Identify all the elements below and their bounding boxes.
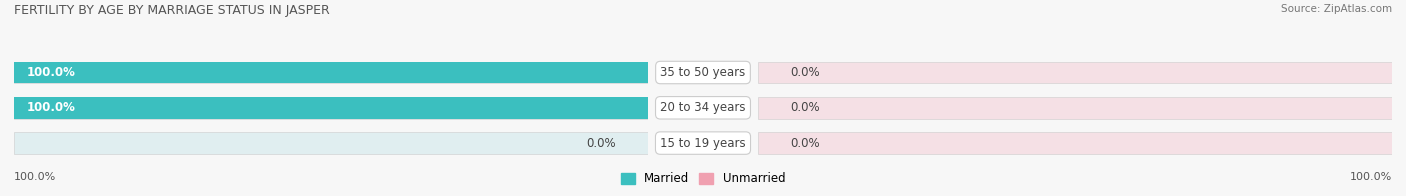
Bar [14,132,648,154]
Text: 0.0%: 0.0% [790,66,820,79]
Text: 0.0%: 0.0% [586,137,616,150]
Text: 20 to 34 years: 20 to 34 years [661,101,745,114]
Text: 100.0%: 100.0% [1350,172,1392,182]
Bar [14,62,648,83]
Text: 0.0%: 0.0% [790,137,820,150]
Text: Source: ZipAtlas.com: Source: ZipAtlas.com [1281,4,1392,14]
Text: FERTILITY BY AGE BY MARRIAGE STATUS IN JASPER: FERTILITY BY AGE BY MARRIAGE STATUS IN J… [14,4,330,17]
Text: 100.0%: 100.0% [14,172,56,182]
Bar [14,62,648,83]
Bar [758,97,1392,119]
Text: 100.0%: 100.0% [27,101,76,114]
Text: 35 to 50 years: 35 to 50 years [661,66,745,79]
Bar [758,132,1392,154]
Bar [758,62,1392,83]
Bar [14,97,648,119]
Bar [14,97,648,119]
Text: 15 to 19 years: 15 to 19 years [661,137,745,150]
Text: 0.0%: 0.0% [790,101,820,114]
Text: 100.0%: 100.0% [27,66,76,79]
Legend: Married, Unmarried: Married, Unmarried [616,168,790,190]
